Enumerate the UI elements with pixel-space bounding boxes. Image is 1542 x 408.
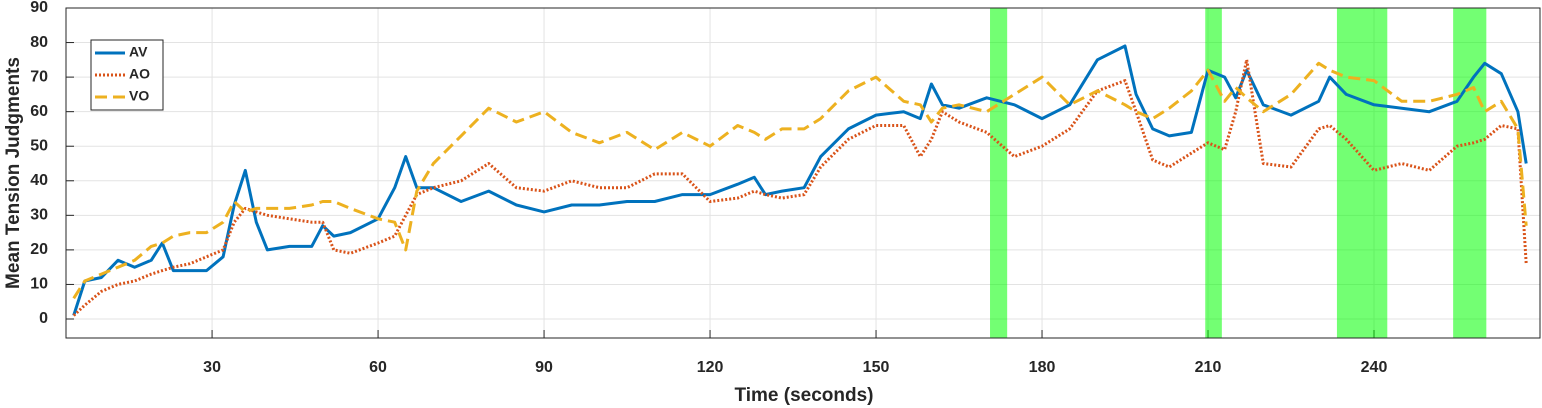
y-tick-label: 40 — [30, 172, 48, 189]
plot-area — [66, 8, 1540, 338]
y-tick-label: 10 — [30, 276, 48, 293]
legend-label: AO — [129, 66, 150, 82]
y-tick-label: 20 — [30, 241, 48, 258]
y-tick-label: 30 — [30, 207, 48, 224]
y-tick-label: 50 — [30, 137, 48, 154]
y-tick-label: 60 — [30, 103, 48, 120]
x-tick-label: 30 — [203, 359, 221, 376]
highlight-span — [1205, 8, 1222, 338]
x-tick-label: 210 — [1195, 359, 1222, 376]
legend-box — [90, 39, 164, 111]
y-tick-label: 80 — [30, 34, 48, 51]
x-tick-label: 180 — [1029, 359, 1056, 376]
y-tick-label: 70 — [30, 68, 48, 85]
series-line — [72, 61, 1528, 300]
legend-label: VO — [129, 88, 149, 104]
legend-label: AV — [129, 44, 148, 60]
series-line — [72, 44, 1528, 316]
highlight-span — [1453, 8, 1487, 338]
x-axis-label: Time (seconds) — [734, 385, 873, 406]
plot-frame — [65, 7, 1541, 339]
highlight-span — [990, 8, 1008, 338]
x-tick-label: 60 — [369, 359, 387, 376]
x-tick-label: 240 — [1361, 359, 1388, 376]
x-tick-label: 120 — [697, 359, 724, 376]
y-tick-label: 0 — [39, 310, 48, 327]
y-axis-label: Mean Tension Judgments — [3, 57, 24, 289]
y-tick-label: 90 — [30, 0, 48, 16]
x-tick-label: 150 — [863, 359, 890, 376]
x-tick-label: 90 — [535, 359, 553, 376]
highlight-span — [1336, 8, 1388, 338]
